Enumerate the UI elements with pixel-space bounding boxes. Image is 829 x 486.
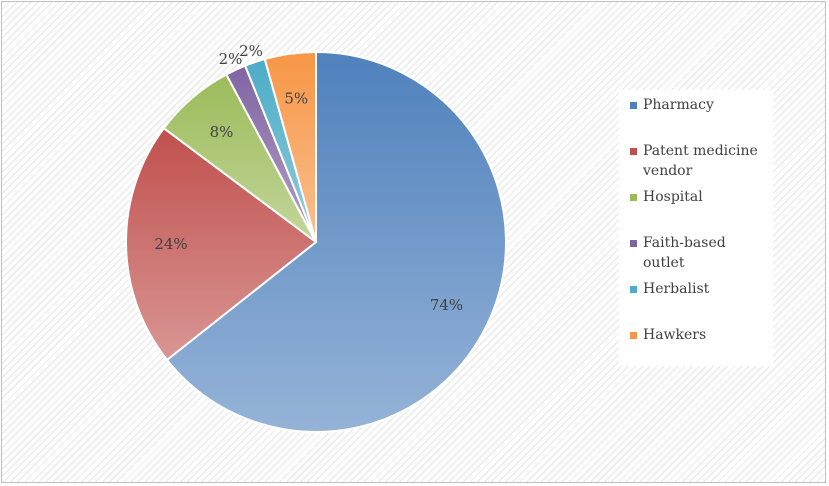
legend-swatch-faith-based-outlet: [630, 240, 637, 247]
legend-label-herbalist: Herbalist: [643, 281, 710, 297]
legend-swatch-patent-medicine-vendor: [630, 148, 637, 155]
data-label-patent-medicine-vendor: 24%: [154, 235, 187, 253]
legend-item-pharmacy: Pharmacy: [630, 95, 770, 115]
legend-item-faith-based-outlet: Faith-based outlet: [630, 233, 770, 273]
legend-swatch-hawkers: [630, 332, 637, 339]
legend-label-patent-medicine-vendor: Patent medicine vendor: [643, 143, 758, 179]
legend-label-faith-based-outlet: Faith-based outlet: [643, 235, 726, 271]
data-label-hawkers: 5%: [284, 89, 308, 107]
pie-slice-patent-medicine-vendor: [125, 126, 318, 362]
legend-label-pharmacy: Pharmacy: [643, 97, 714, 113]
data-label-faith-based-outlet: 2%: [219, 50, 243, 68]
pie-slice-hawkers: [263, 50, 317, 243]
legend-label-hawkers: Hawkers: [643, 327, 707, 343]
pie-slice-pharmacy: [165, 50, 508, 433]
data-label-hospital: 8%: [210, 123, 234, 141]
legend: Pharmacy Patent medicine vendor Hospital…: [619, 90, 773, 366]
legend-swatch-hospital: [630, 194, 637, 201]
legend-item-hawkers: Hawkers: [630, 325, 770, 345]
legend-label-hospital: Hospital: [643, 189, 703, 205]
legend-item-herbalist: Herbalist: [630, 279, 770, 299]
data-label-herbalist: 2%: [239, 42, 263, 60]
legend-item-patent-medicine-vendor: Patent medicine vendor: [630, 141, 770, 181]
legend-item-hospital: Hospital: [630, 187, 770, 207]
legend-swatch-pharmacy: [630, 102, 637, 109]
legend-swatch-herbalist: [630, 286, 637, 293]
data-label-pharmacy: 74%: [430, 296, 463, 314]
